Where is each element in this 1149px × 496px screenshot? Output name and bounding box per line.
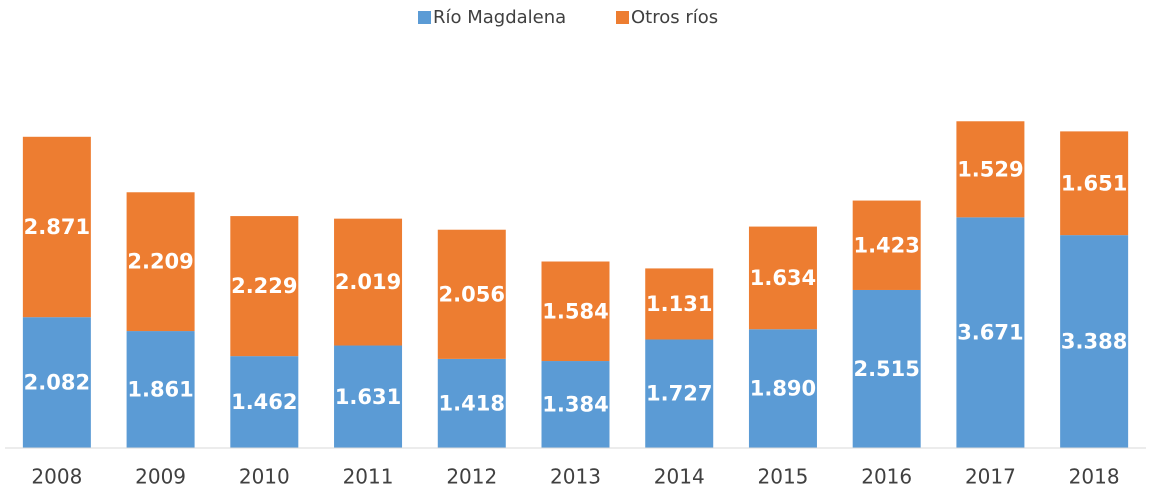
data-label: 2.082: [24, 371, 90, 395]
bar-segment: [956, 121, 1025, 218]
bar-segment: [1060, 235, 1129, 448]
x-tick-label: 2011: [343, 465, 394, 489]
data-label: 1.861: [127, 378, 193, 402]
x-tick-label: 2016: [861, 465, 912, 489]
data-label: 1.890: [750, 377, 816, 401]
bar-segment: [852, 289, 921, 448]
data-label: 2.871: [24, 215, 90, 239]
data-label: 1.423: [853, 233, 919, 257]
data-label: 3.671: [957, 321, 1023, 345]
bar-segment: [1060, 131, 1129, 236]
bar-segment: [334, 345, 403, 448]
bar-segment: [541, 361, 610, 448]
data-label: 1.462: [231, 390, 297, 414]
bar-segment: [852, 200, 921, 290]
legend-swatch: [616, 11, 629, 24]
bar-segment: [645, 339, 714, 448]
data-label: 2.515: [853, 357, 919, 381]
bar-segment: [645, 268, 714, 340]
data-label: 3.388: [1061, 330, 1127, 354]
x-tick-label: 2008: [31, 465, 82, 489]
data-label: 1.529: [957, 157, 1023, 181]
bar-segment: [22, 136, 91, 318]
x-tick-label: 2013: [550, 465, 601, 489]
x-tick-label: 2018: [1069, 465, 1120, 489]
data-label: 2.209: [127, 250, 193, 274]
legend-label: Otros ríos: [631, 7, 718, 28]
x-tick-label: 2017: [965, 465, 1016, 489]
data-label: 1.418: [439, 391, 505, 415]
x-tick-label: 2015: [758, 465, 809, 489]
bar-segment: [437, 358, 506, 448]
data-label: 1.584: [542, 299, 608, 323]
data-label: 2.019: [335, 270, 401, 294]
data-label: 2.056: [439, 282, 505, 306]
data-label: 1.131: [646, 292, 712, 316]
data-label: 1.634: [750, 266, 816, 290]
bar-segment: [22, 317, 91, 448]
x-tick-label: 2014: [654, 465, 705, 489]
bar-segment: [748, 226, 817, 330]
legend-label: Río Magdalena: [433, 7, 566, 28]
bar-segment: [126, 331, 195, 448]
bar-segment: [230, 216, 299, 357]
bar-segment: [541, 261, 610, 362]
data-label: 1.651: [1061, 171, 1127, 195]
bar-segment: [126, 192, 195, 332]
data-label: 1.384: [542, 393, 608, 417]
x-tick-label: 2012: [446, 465, 497, 489]
data-label: 1.631: [335, 385, 401, 409]
bar-segment: [230, 356, 299, 448]
bar-segment: [748, 329, 817, 448]
data-label: 1.727: [646, 382, 712, 406]
bar-segment: [437, 229, 506, 359]
bar-segment: [334, 218, 403, 346]
x-tick-label: 2010: [239, 465, 290, 489]
bar-segment: [956, 217, 1025, 448]
data-label: 2.229: [231, 274, 297, 298]
x-tick-label: 2009: [135, 465, 186, 489]
legend-swatch: [418, 11, 431, 24]
